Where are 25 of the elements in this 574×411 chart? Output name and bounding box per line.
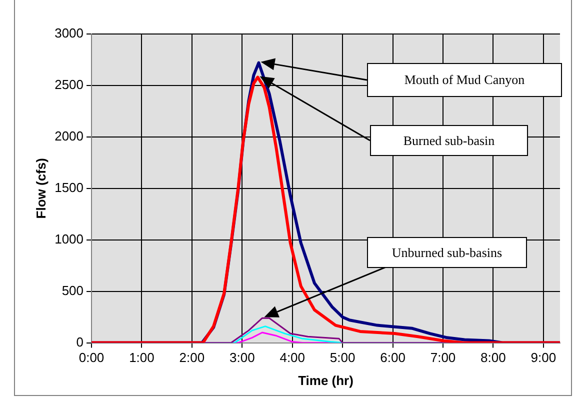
y-tick-label: 0 bbox=[76, 334, 84, 350]
annotation: Unburned sub-basins bbox=[392, 244, 502, 260]
annotation: Mouth of Mud Canyon bbox=[404, 72, 525, 88]
y-tick-label: 2000 bbox=[54, 128, 84, 144]
x-tick-label: 6:00 bbox=[380, 350, 406, 366]
x-tick-label: 9:00 bbox=[530, 350, 556, 366]
x-tick-label: 1:00 bbox=[129, 350, 154, 366]
y-tick-label: 3000 bbox=[54, 26, 84, 41]
callout-box: Unburned sub-basins bbox=[367, 237, 527, 268]
x-tick-label: 0:00 bbox=[78, 350, 104, 366]
y-tick-label: 500 bbox=[62, 282, 84, 298]
x-tick-label: 8:00 bbox=[480, 350, 506, 366]
callout-box: Mouth of Mud Canyon bbox=[367, 63, 562, 97]
x-tick-label: 7:00 bbox=[430, 350, 456, 366]
x-tick-label: 5:00 bbox=[330, 350, 356, 366]
y-tick-label: 1000 bbox=[54, 231, 84, 246]
x-tick-label: 2:00 bbox=[179, 350, 205, 366]
x-tick-label: 3:00 bbox=[230, 350, 255, 366]
callout-box: Burned sub-basin bbox=[370, 125, 528, 156]
y-tick-label: 1500 bbox=[54, 180, 84, 195]
y-axis-title: Flow (cfs) bbox=[33, 158, 48, 219]
x-tick-label: 4:00 bbox=[280, 350, 306, 366]
annotation: Burned sub-basin bbox=[403, 132, 495, 148]
x-axis-title: Time (hr) bbox=[298, 372, 354, 388]
y-tick-label: 2500 bbox=[54, 77, 84, 92]
